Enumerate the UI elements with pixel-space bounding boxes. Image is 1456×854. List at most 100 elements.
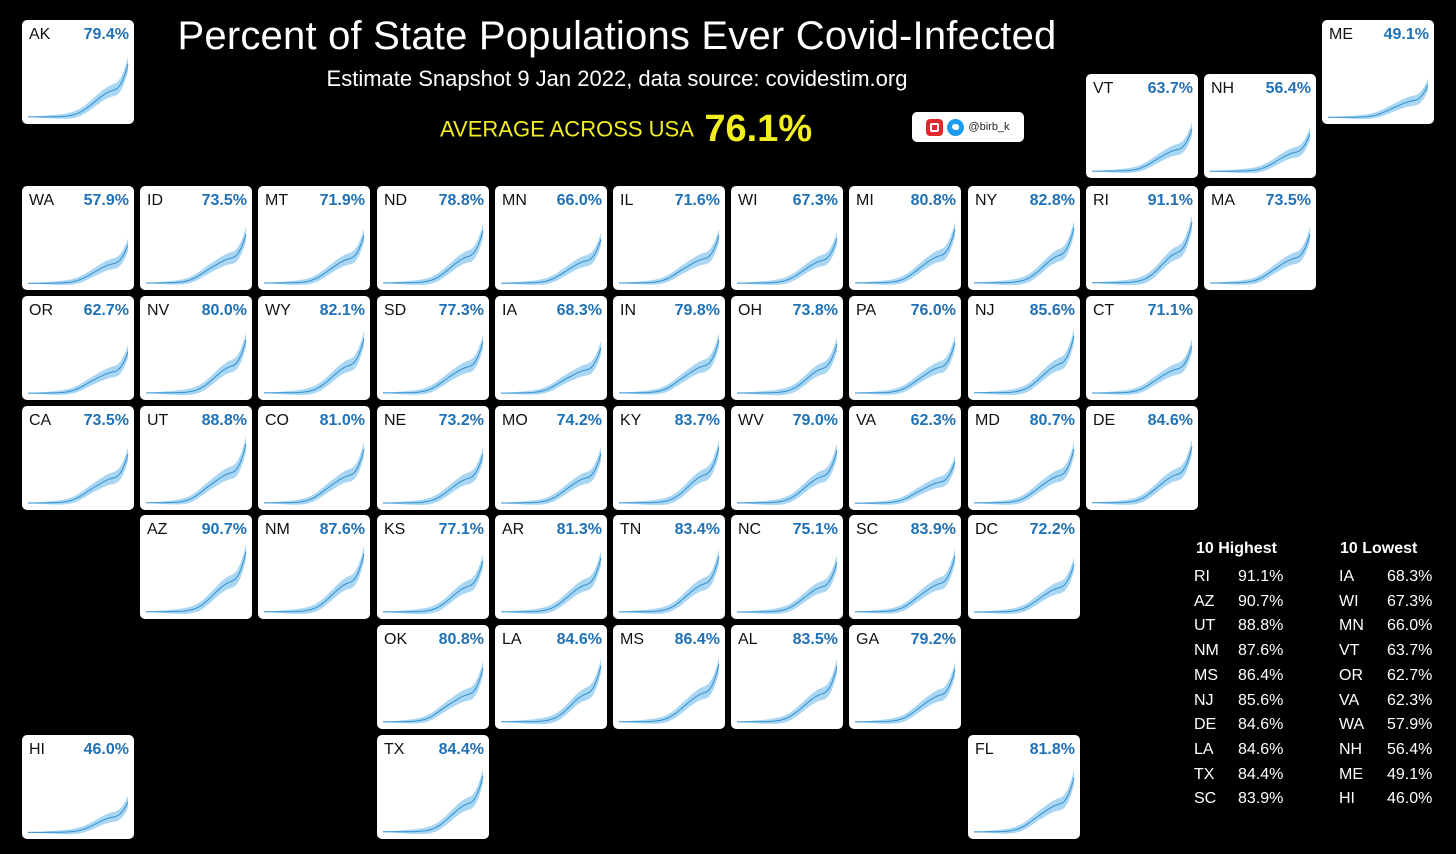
rank-state: VT [1339,642,1360,659]
state-percent: 71.1% [1147,302,1193,319]
state-abbr: TX [384,741,405,758]
confidence-band [264,331,364,395]
estimate-line [28,801,129,833]
confidence-band [501,446,601,505]
confidence-band [146,543,246,614]
confidence-band [737,443,837,505]
state-sparkline [264,228,365,285]
state-percent: 72.2% [1029,521,1075,538]
state-abbr: IN [620,302,636,319]
state-tile-ma: MA 73.5% [1204,186,1316,290]
state-percent: 80.8% [910,192,956,209]
rank-value: 62.3% [1387,692,1433,709]
state-abbr: KS [384,521,406,538]
state-sparkline [1092,338,1193,395]
state-percent: 76.0% [910,302,956,319]
confidence-band [28,238,128,285]
confidence-band [501,658,601,725]
confidence-band [619,332,719,395]
estimate-line [28,454,129,504]
estimate-line [855,229,956,284]
state-abbr: CT [1093,302,1115,319]
state-tile-ny: NY 82.8% [968,186,1080,290]
state-sparkline [974,328,1075,395]
state-sparkline [383,447,484,505]
state-sparkline [974,557,1075,614]
state-sparkline [974,442,1075,505]
rank-state: MN [1339,617,1364,634]
page-title: Percent of State Populations Ever Covid-… [177,14,1057,58]
estimate-line [383,454,484,504]
state-abbr: CA [29,412,52,429]
confidence-band [501,232,601,285]
state-percent: 79.8% [674,302,720,319]
state-sparkline [264,331,365,395]
rank-value: 46.0% [1387,790,1433,807]
estimate-line [501,665,602,723]
state-percent: 83.7% [674,412,720,429]
state-percent: 84.6% [556,631,602,648]
rank-state: SC [1194,790,1217,807]
state-tile-mi: MI 80.8% [849,186,961,290]
confidence-band [1210,227,1310,285]
confidence-band [1092,214,1192,286]
state-abbr: CO [265,412,289,429]
state-percent: 84.4% [438,741,484,758]
state-abbr: ND [384,192,408,209]
confidence-band [619,549,719,614]
estimate-line [855,461,956,504]
state-tile-de: DE 84.6% [1086,406,1198,510]
state-sparkline [1092,214,1193,286]
state-percent: 73.8% [792,302,838,319]
state-abbr: WI [738,192,758,209]
state-abbr: OH [738,302,762,319]
confidence-band [619,228,719,285]
confidence-band [1210,127,1310,174]
state-abbr: RI [1093,192,1109,209]
estimate-line [1092,446,1193,504]
state-percent: 86.4% [674,631,720,648]
state-abbr: LA [502,631,522,648]
rank-state: MS [1194,667,1218,684]
state-sparkline [619,657,720,724]
confidence-band [146,436,246,505]
state-tile-mt: MT 71.9% [258,186,370,290]
rank-state: LA [1194,741,1214,758]
rank-value: 90.7% [1238,593,1284,610]
estimate-line [264,235,365,284]
estimate-line [501,239,602,284]
confidence-band [28,57,128,119]
state-tile-nd: ND 78.8% [377,186,489,290]
state-sparkline [383,223,484,285]
confidence-band [1092,439,1192,505]
state-percent: 49.1% [1383,26,1429,43]
confidence-band [855,662,955,724]
rank-value: 87.6% [1238,642,1284,659]
state-percent: 74.2% [556,412,602,429]
state-percent: 79.2% [910,631,956,648]
usa-average: AVERAGE ACROSS USA 76.1% [440,108,812,152]
state-sparkline [1210,227,1311,285]
state-sparkline [619,440,720,506]
state-percent: 73.5% [83,412,129,429]
estimate-line [974,563,1075,613]
state-percent: 87.6% [319,521,365,538]
state-abbr: MD [975,412,1000,429]
state-tile-me: ME 49.1% [1322,20,1434,124]
rank-state: NH [1339,741,1363,758]
estimate-line [1092,345,1193,394]
state-tile-nc: NC 75.1% [731,515,843,619]
rank-value: 86.4% [1238,667,1284,684]
state-abbr: NV [147,302,170,319]
state-tile-va: VA 62.3% [849,406,961,510]
state-abbr: VA [856,412,877,429]
rank-value: 66.0% [1387,617,1433,634]
estimate-line [501,453,602,504]
state-percent: 68.3% [556,302,602,319]
estimate-line [383,230,484,284]
author-credit[interactable]: @birb_k [912,112,1024,142]
state-abbr: SD [384,302,407,319]
estimate-line [146,443,247,504]
confidence-band [974,220,1074,286]
confidence-band [28,345,128,395]
